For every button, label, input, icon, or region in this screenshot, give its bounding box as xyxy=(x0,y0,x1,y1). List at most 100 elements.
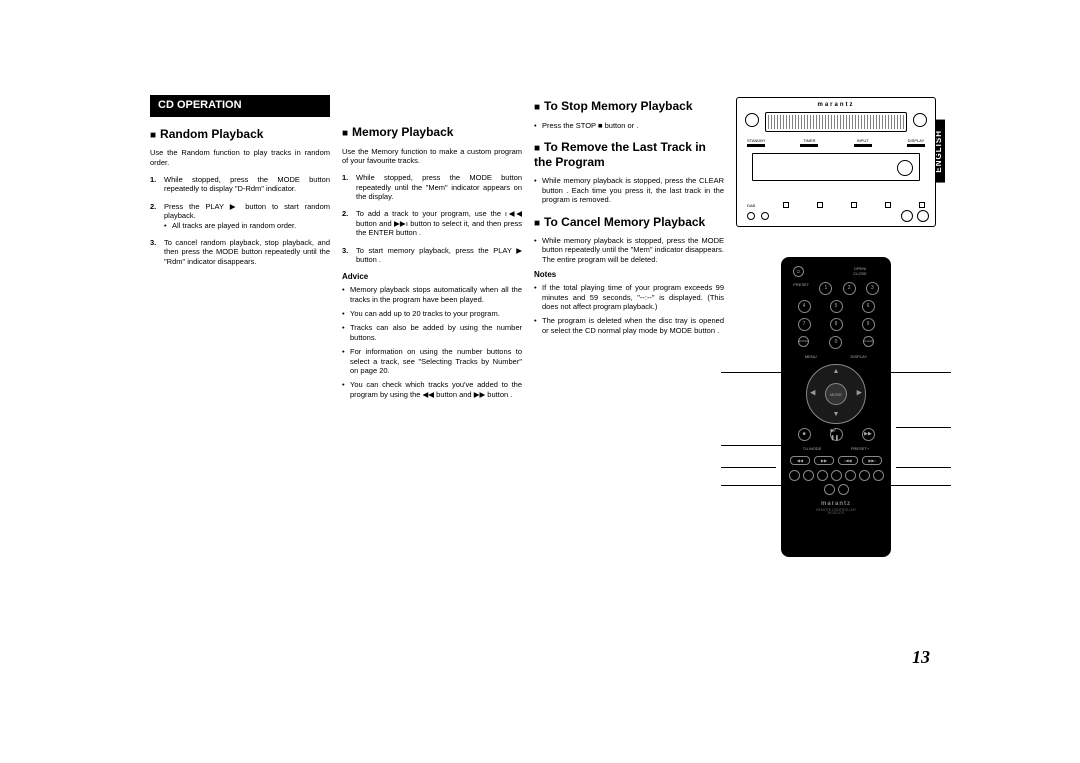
device-btn: STANDBY xyxy=(747,138,765,147)
leader-line xyxy=(721,445,781,446)
advice-1: Memory playback stops automatically when… xyxy=(342,285,522,304)
remote-pill-btn: ▶▶ xyxy=(814,456,834,465)
heading-text: To Remove the Last Track in the Program xyxy=(534,140,706,170)
device-jack xyxy=(747,212,755,220)
step-text: Press the PLAY ▶ button to start random … xyxy=(164,202,330,220)
remote-small-btn xyxy=(831,470,842,481)
remote-label: DISPLAY xyxy=(850,354,867,359)
page-content: CD OPERATION ■ Random Playback Use the Ra… xyxy=(150,95,930,665)
device-btn: DISPLAY xyxy=(907,138,925,147)
leader-line xyxy=(721,485,791,486)
device-knob-left xyxy=(745,113,759,127)
device-display xyxy=(765,112,907,132)
device-brand: marantz xyxy=(817,102,854,110)
remote-num-btn: 0 xyxy=(829,336,842,349)
step-1: 1.While stopped, press the MODE button r… xyxy=(150,175,330,194)
remote-fwd-icon: ▶▶ xyxy=(862,428,875,441)
page-number: 13 xyxy=(912,647,930,668)
step-2: 2.To add a track to your program, use th… xyxy=(342,209,522,237)
heading-cancel-memory: ■To Cancel Memory Playback xyxy=(534,215,724,231)
remote-small-btn xyxy=(859,470,870,481)
remote-enter-btn: ENTER xyxy=(798,336,809,347)
device-cd-tray xyxy=(752,153,920,181)
leader-line xyxy=(896,467,951,468)
remote-wrap: ⏻ OPEN/ CLOSE PRESET 1 2 3 4 5 6 7 8 9 E… xyxy=(736,257,936,557)
device-button-row: STANDBY TIMER INPUT DISPLAY xyxy=(747,138,925,147)
step-text: To add a track to your program, use the … xyxy=(356,209,522,237)
remote-num-btn: 3 xyxy=(866,282,879,295)
device-btn-sq xyxy=(817,202,823,208)
remote-label: TU.MODE xyxy=(803,446,821,451)
step-2-sub: All tracks are played in random order. xyxy=(164,221,330,230)
device-illustration: marantz STANDBY TIMER INPUT DISPLAY DAB xyxy=(736,97,936,227)
device-knob-right xyxy=(913,113,927,127)
remote-num-btn: 6 xyxy=(862,300,875,313)
step-3: 3.To start memory playback, press the PL… xyxy=(342,246,522,265)
remote-stop-icon: ■ xyxy=(798,428,811,441)
device-jack xyxy=(761,212,769,220)
remote-small-btn xyxy=(789,470,800,481)
remote-label: MENU xyxy=(805,354,817,359)
intro-random: Use the Random function to play tracks i… xyxy=(150,148,330,167)
leader-line xyxy=(896,427,951,428)
remote-num-btn: 4 xyxy=(798,300,811,313)
column-memory-playback: ■Memory Playback Use the Memory function… xyxy=(342,95,522,665)
remote-num-btn: 8 xyxy=(830,318,843,331)
device-btn: TIMER xyxy=(800,138,818,147)
note-2: The program is deleted when the disc tra… xyxy=(534,316,724,335)
stop-bullet: Press the STOP ■ button or . xyxy=(534,121,724,130)
remote-small-btn xyxy=(824,484,835,495)
heading-text: Random Playback xyxy=(160,127,263,141)
cancel-bullet: While memory playback is stopped, press … xyxy=(534,236,724,264)
advice-2: You can add up to 20 tracks to your prog… xyxy=(342,309,522,318)
note-1: If the total playing time of your progra… xyxy=(534,283,724,311)
remote-num-btn: 7 xyxy=(798,318,811,331)
device-btn-sq xyxy=(919,202,925,208)
device-btn: INPUT xyxy=(854,138,872,147)
remote-illustration: ⏻ OPEN/ CLOSE PRESET 1 2 3 4 5 6 7 8 9 E… xyxy=(781,257,891,557)
remove-bullet: While memory playback is stopped, press … xyxy=(534,176,724,204)
remote-label: PRESET xyxy=(793,282,809,295)
column-random-playback: CD OPERATION ■Random Playback Use the Ra… xyxy=(150,95,330,665)
remote-small-btn xyxy=(817,470,828,481)
leader-line xyxy=(721,372,781,373)
remote-pill-btn: ▶▶ı xyxy=(862,456,882,465)
step-2: 2.Press the PLAY ▶ button to start rando… xyxy=(150,202,330,230)
column-stop-remove-cancel: ■To Stop Memory Playback Press the STOP … xyxy=(534,95,724,665)
remote-label: PRESET+ xyxy=(851,446,869,451)
step-text: To cancel random playback, stop playback… xyxy=(164,238,330,266)
leader-line xyxy=(721,467,776,468)
remote-dpad: ▲ ▼ ◀ ▶ MODE xyxy=(806,364,866,424)
remote-play-pause-icon: ▶/❚❚ xyxy=(830,428,843,441)
step-1: 1.While stopped, press the MODE button r… xyxy=(342,173,522,201)
device-bottom-row: DAB xyxy=(747,202,925,208)
heading-text: To Cancel Memory Playback xyxy=(544,215,705,229)
remote-num-btn: 2 xyxy=(843,282,856,295)
heading-stop-memory: ■To Stop Memory Playback xyxy=(534,99,724,115)
leader-line xyxy=(881,485,951,486)
remote-open-close-label: OPEN/ CLOSE xyxy=(841,266,879,276)
remote-num-btn: 5 xyxy=(830,300,843,313)
arrow-left-icon: ◀ xyxy=(810,390,815,399)
device-btn-sq xyxy=(885,202,891,208)
heading-text: Memory Playback xyxy=(352,125,453,139)
leader-line xyxy=(891,372,951,373)
step-3: 3.To cancel random playback, stop playba… xyxy=(150,238,330,266)
remote-num-btn: 1 xyxy=(819,282,832,295)
remote-pill-btn: ◀◀ xyxy=(790,456,810,465)
heading-text: To Stop Memory Playback xyxy=(544,99,692,113)
remote-small-btn xyxy=(845,470,856,481)
advice-3: Tracks can also be added by using the nu… xyxy=(342,323,522,342)
remote-small-btn xyxy=(803,470,814,481)
arrow-down-icon: ▼ xyxy=(833,411,840,420)
remote-power-icon: ⏻ xyxy=(793,266,804,277)
remote-model: RC001CR xyxy=(788,512,884,516)
intro-memory: Use the Memory function to make a custom… xyxy=(342,147,522,166)
step-text: While stopped, press the MODE button rep… xyxy=(356,173,522,201)
step-text: To start memory playback, press the PLAY… xyxy=(356,246,522,264)
section-header-cd-operation: CD OPERATION xyxy=(150,95,330,117)
subheading-notes: Notes xyxy=(534,270,724,280)
device-dab-label: DAB xyxy=(747,203,755,208)
heading-memory-playback: ■Memory Playback xyxy=(342,125,522,141)
arrow-up-icon: ▲ xyxy=(833,368,840,377)
